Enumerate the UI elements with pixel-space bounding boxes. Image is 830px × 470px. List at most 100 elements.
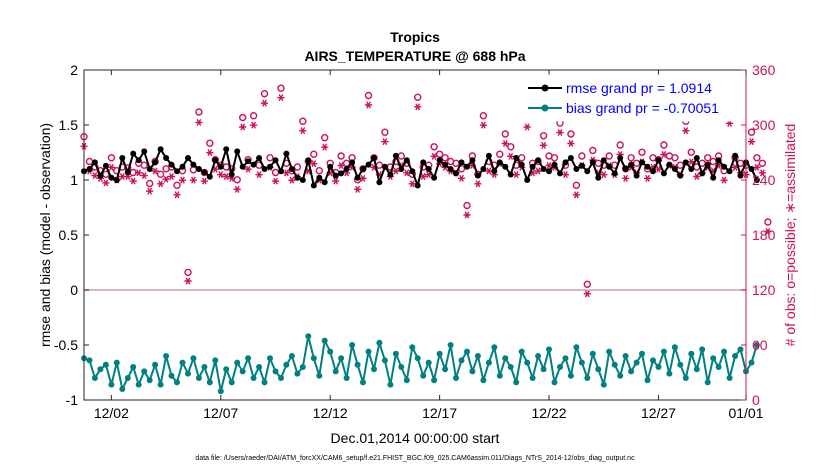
bias-point: [726, 375, 733, 381]
rmse-point: [633, 172, 640, 179]
bias-point: [737, 346, 744, 353]
legend-box: [523, 74, 743, 122]
rmse-point: [677, 172, 684, 179]
bias-point: [644, 377, 651, 384]
obs-assimilated-marker: [485, 167, 493, 175]
bias-point: [152, 361, 159, 368]
obs-assimilated-marker: [173, 191, 181, 199]
obs-possible-marker: [583, 280, 591, 288]
obs-possible-marker: [156, 170, 165, 179]
rmse-point: [113, 177, 120, 183]
obs-assimilated-marker: [310, 160, 318, 168]
y-tick-label: 1: [70, 172, 78, 188]
bias-point: [392, 350, 399, 357]
legend-rmse-label: rmse grand pr = 1.0914: [566, 80, 712, 96]
bias-point: [387, 381, 394, 388]
rmse-point: [387, 171, 394, 178]
rmse-point: [217, 163, 224, 170]
rmse-point: [371, 155, 377, 161]
bias-point: [666, 370, 673, 377]
obs-assimilated-marker: [474, 180, 482, 188]
axes-group: -1 -0.5 0 0.5 1 1.5 2 0 60 120 180 240 300 360 12/02 12…: [54, 62, 776, 421]
bias-point: [185, 370, 191, 377]
obs-assimilated-marker: [468, 162, 476, 169]
bias-point: [119, 386, 126, 392]
y-axis-label: rmse and bias (model - observation): [37, 123, 53, 347]
obs-possible-marker: [140, 161, 148, 169]
x-tick-label: 12/27: [641, 405, 676, 421]
rmse-point: [130, 150, 137, 157]
rmse-point: [710, 174, 717, 181]
obs-possible-marker: [753, 154, 761, 162]
rmse-point: [726, 168, 733, 175]
rmse-point: [595, 174, 602, 181]
bias-point: [748, 359, 755, 366]
obs-assimilated-marker: [660, 151, 668, 158]
rmse-point: [321, 179, 328, 186]
x-tick-label: 01/01: [728, 405, 763, 421]
rmse-point: [91, 159, 98, 166]
bias-point: [682, 375, 689, 381]
obs-assimilated-marker: [403, 169, 411, 177]
obs-possible-marker: [293, 163, 302, 171]
obs-assimilated-marker: [348, 163, 356, 171]
bias-point: [442, 366, 449, 373]
bias-point: [617, 372, 624, 379]
bias-point: [239, 368, 246, 375]
bias-point: [250, 375, 257, 381]
obs-assimilated-marker: [545, 162, 553, 169]
rmse-point: [327, 163, 334, 170]
rmse-point: [567, 155, 574, 161]
x-tick-label: 12/12: [313, 405, 348, 421]
bias-point: [360, 379, 366, 386]
rmse-point: [715, 157, 722, 164]
rmse-point: [349, 159, 356, 166]
bias-point: [245, 355, 252, 362]
bias-point: [562, 355, 569, 362]
obs-assimilated-marker: [616, 151, 624, 158]
bias-point: [578, 359, 585, 366]
obs-assimilated-marker: [715, 162, 723, 169]
bias-point: [354, 361, 361, 368]
rmse-point: [365, 161, 372, 168]
rmse-point: [721, 163, 728, 170]
bias-point: [753, 342, 760, 348]
rmse-point: [540, 166, 547, 172]
rmse-point: [97, 172, 104, 179]
rmse-point: [600, 157, 607, 164]
bias-point: [639, 350, 645, 357]
rmse-line: [83, 148, 758, 187]
obs-assimilated-marker: [594, 169, 602, 177]
bias-point: [606, 348, 613, 355]
obs-assimilated-marker: [255, 171, 263, 179]
rmse-point: [267, 163, 273, 170]
bias-point: [310, 355, 317, 362]
y-tick-label: 1.5: [59, 117, 79, 133]
bias-point: [693, 366, 700, 373]
rmse-point: [135, 157, 142, 164]
bias-point: [557, 364, 563, 370]
obs-assimilated-marker: [523, 123, 531, 131]
obs-assimilated-marker: [572, 191, 580, 199]
obs-assimilated-marker: [288, 176, 296, 184]
bias-point: [721, 348, 728, 355]
obs-assimilated-marker: [178, 176, 187, 184]
obs-assimilated-marker: [370, 163, 378, 171]
obs-assimilated-marker: [408, 180, 416, 188]
obs-assimilated-marker: [463, 211, 471, 219]
bias-point: [655, 364, 662, 370]
obs-possible-marker: [238, 113, 247, 122]
rmse-point: [86, 166, 93, 172]
bias-point: [288, 353, 295, 359]
y-right-tick-label: 240: [752, 172, 776, 188]
obs-assimilated-marker: [479, 121, 487, 129]
bias-point: [256, 364, 263, 370]
obs-assimilated-marker: [392, 167, 400, 175]
bias-point: [86, 357, 93, 364]
rmse-point: [403, 157, 410, 164]
obs-possible-marker: [616, 141, 624, 149]
obs-assimilated-marker: [364, 101, 373, 109]
bias-point: [420, 372, 427, 379]
obs-assimilated-marker: [709, 167, 717, 175]
rmse-point: [639, 159, 645, 166]
